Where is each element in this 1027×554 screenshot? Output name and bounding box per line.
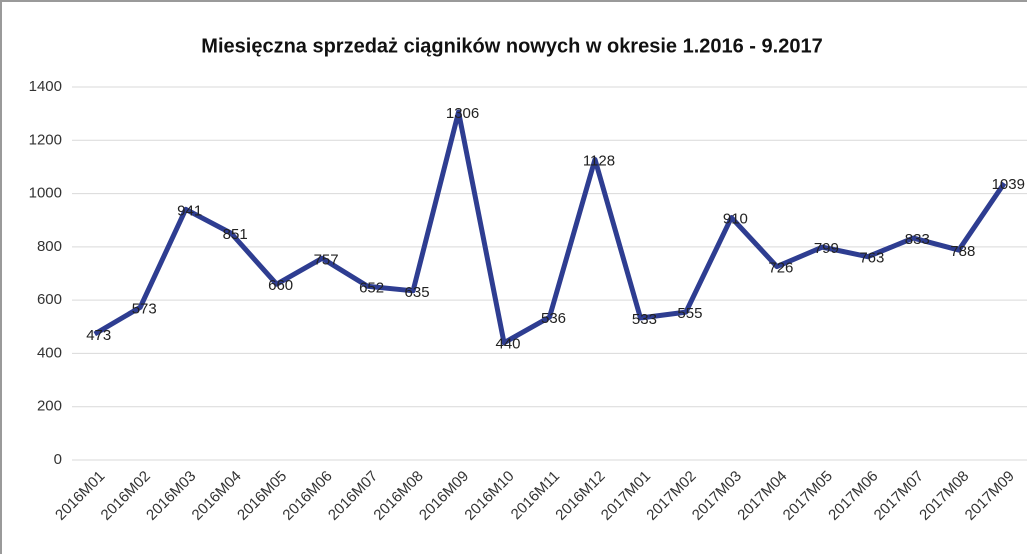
- y-tick-label: 600: [37, 291, 62, 308]
- data-label: 635: [405, 284, 430, 301]
- data-label: 833: [905, 231, 930, 248]
- y-tick-label: 0: [54, 451, 62, 468]
- y-tick-label: 800: [37, 238, 62, 255]
- data-label: 1128: [583, 152, 615, 169]
- y-tick-label: 1200: [29, 131, 62, 148]
- data-label: 440: [496, 336, 521, 353]
- data-label: 910: [723, 211, 748, 228]
- data-label: 555: [677, 305, 702, 322]
- data-label: 941: [177, 202, 202, 219]
- y-tick-label: 200: [37, 398, 62, 415]
- y-tick-label: 400: [37, 344, 62, 361]
- data-label: 757: [314, 251, 339, 268]
- data-label: 473: [86, 327, 111, 344]
- data-label: 573: [132, 300, 157, 317]
- y-tick-label: 1000: [29, 185, 62, 202]
- y-tick-label: 1400: [29, 78, 62, 95]
- data-line: [93, 109, 1007, 346]
- data-label: 726: [768, 260, 793, 277]
- data-label: 799: [814, 240, 839, 257]
- data-label: 533: [632, 311, 657, 328]
- data-label: 652: [359, 279, 384, 296]
- data-label: 536: [541, 310, 566, 327]
- data-label: 788: [950, 243, 975, 260]
- data-label: 1306: [446, 105, 479, 122]
- data-label: 763: [859, 250, 884, 267]
- data-label: 660: [268, 277, 293, 294]
- data-label: 851: [223, 226, 248, 243]
- data-label: 1039: [992, 176, 1025, 193]
- chart-title: Miesięczna sprzedaż ciągników nowych w o…: [201, 35, 822, 57]
